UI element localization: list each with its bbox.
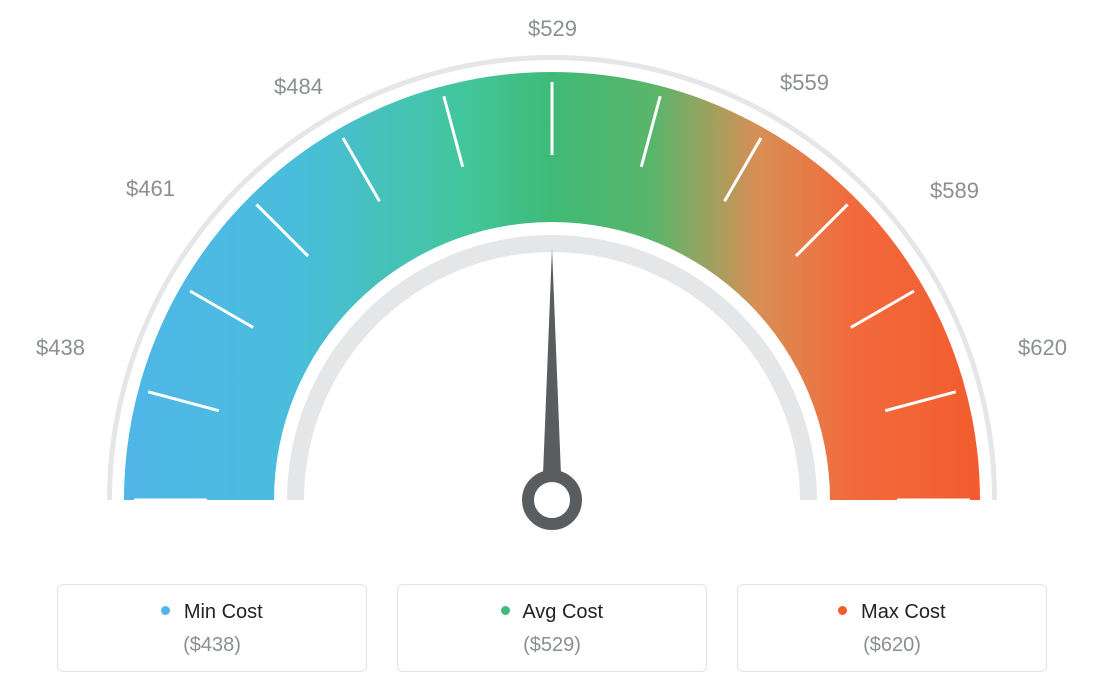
legend-card-min: Min Cost ($438) bbox=[57, 584, 367, 672]
tick-label: $484 bbox=[274, 74, 323, 100]
dot-avg-icon bbox=[501, 606, 510, 615]
legend-title-max: Max Cost bbox=[748, 601, 1036, 624]
tick-label: $529 bbox=[528, 16, 577, 42]
tick-label: $559 bbox=[780, 70, 829, 96]
legend-title-avg: Avg Cost bbox=[408, 601, 696, 624]
legend-title-min: Min Cost bbox=[68, 601, 356, 624]
tick-label: $589 bbox=[930, 178, 979, 204]
legend-min-value: ($438) bbox=[68, 634, 356, 657]
legend-max-label: Max Cost bbox=[861, 601, 945, 623]
tick-label: $461 bbox=[126, 176, 175, 202]
gauge-cost-widget: $438 $461 $484 $529 $559 $589 $620 Min Cost ($… bbox=[0, 0, 1104, 690]
legend-avg-label: Avg Cost bbox=[522, 601, 603, 623]
legend-avg-value: ($529) bbox=[408, 634, 696, 657]
legend-max-value: ($620) bbox=[748, 634, 1036, 657]
gauge-area: $438 $461 $484 $529 $559 $589 $620 bbox=[0, 0, 1104, 560]
legend-card-max: Max Cost ($620) bbox=[737, 584, 1047, 672]
dot-max-icon bbox=[838, 606, 847, 615]
tick-label: $620 bbox=[1018, 335, 1067, 361]
legend-row: Min Cost ($438) Avg Cost ($529) Max Cost… bbox=[0, 584, 1104, 672]
gauge-svg bbox=[0, 0, 1104, 560]
legend-card-avg: Avg Cost ($529) bbox=[397, 584, 707, 672]
tick-label: $438 bbox=[36, 335, 85, 361]
dot-min-icon bbox=[161, 606, 170, 615]
legend-min-label: Min Cost bbox=[184, 601, 263, 623]
